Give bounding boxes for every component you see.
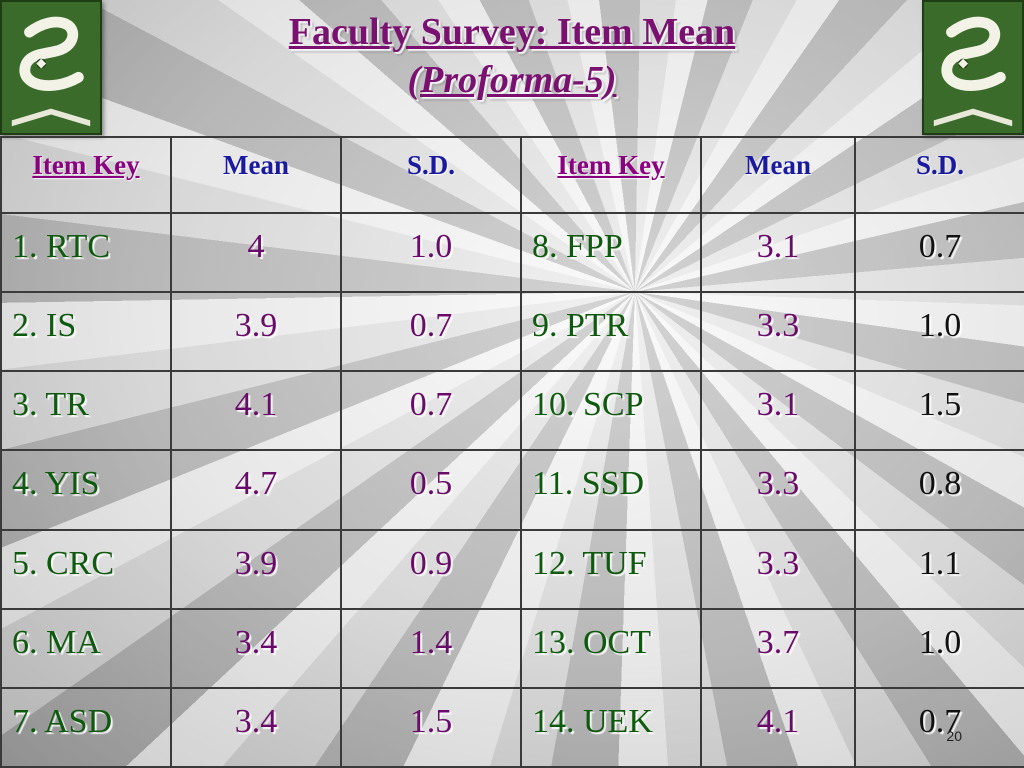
item-mean-table: Item Key Mean S.D. Item Key Mean S.D. 1.… xyxy=(0,135,1024,768)
sd-cell: 1.4 xyxy=(340,607,522,689)
table-row: 3. TR 4.1 0.7 10. SCP 3.1 1.5 xyxy=(0,370,1024,452)
mean-cell: 3.4 xyxy=(170,607,342,689)
sd-cell: 0.7 xyxy=(340,291,522,373)
item-key-cell: 10. SCP xyxy=(520,370,702,452)
item-key-cell: 9. PTR xyxy=(520,291,702,373)
item-key-cell: 4. YIS xyxy=(0,449,172,531)
mean-cell: 3.9 xyxy=(170,528,342,610)
table-row: 6. MA 3.4 1.4 13. OCT 3.7 1.0 xyxy=(0,607,1024,689)
institution-logo-icon xyxy=(11,16,91,127)
sd-cell: 1.0 xyxy=(340,212,522,294)
item-key-cell: 14. UEK xyxy=(520,686,702,768)
mean-cell: 3.3 xyxy=(700,291,856,373)
mean-cell: 3.3 xyxy=(700,449,856,531)
mean-cell: 3.9 xyxy=(170,291,342,373)
sd-cell: 1.1 xyxy=(854,528,1024,610)
item-key-cell: 11. SSD xyxy=(520,449,702,531)
mean-cell: 4.1 xyxy=(170,370,342,452)
mean-cell: 3.4 xyxy=(170,686,342,768)
sd-cell: 0.7 xyxy=(854,212,1024,294)
title-line-2: (Proforma-5) xyxy=(407,59,617,101)
mean-cell: 3.1 xyxy=(700,370,856,452)
item-key-cell: 12. TUF xyxy=(520,528,702,610)
title-line-1: Faculty Survey: Item Mean xyxy=(288,11,736,53)
institution-logo-right xyxy=(922,0,1024,135)
table-row: 7. ASD 3.4 1.5 14. UEK 4.1 0.7 xyxy=(0,686,1024,768)
institution-logo-icon xyxy=(933,16,1013,127)
sd-cell: 0.9 xyxy=(340,528,522,610)
item-key-cell: 6. MA xyxy=(0,607,172,689)
mean-cell: 4 xyxy=(170,212,342,294)
slide-title: Faculty Survey: Item Mean (Proforma-5) xyxy=(110,8,914,104)
institution-logo-left xyxy=(0,0,102,135)
table-header-row: Item Key Mean S.D. Item Key Mean S.D. xyxy=(0,135,1024,215)
mean-cell: 3.3 xyxy=(700,528,856,610)
sd-cell: 1.0 xyxy=(854,607,1024,689)
item-key-cell: 13. OCT xyxy=(520,607,702,689)
table-row: 4. YIS 4.7 0.5 11. SSD 3.3 0.8 xyxy=(0,449,1024,531)
mean-cell: 4.1 xyxy=(700,686,856,768)
header-item-key: Item Key xyxy=(520,135,702,215)
header-mean: Mean xyxy=(700,135,856,215)
table-row: 2. IS 3.9 0.7 9. PTR 3.3 1.0 xyxy=(0,291,1024,373)
mean-cell: 4.7 xyxy=(170,449,342,531)
header-sd: S.D. xyxy=(340,135,522,215)
table-row: 5. CRC 3.9 0.9 12. TUF 3.3 1.1 xyxy=(0,528,1024,610)
table-row: 1. RTC 4 1.0 8. FPP 3.1 0.7 xyxy=(0,212,1024,294)
sd-cell: 0.5 xyxy=(340,449,522,531)
sd-cell: 0.7 xyxy=(854,686,1024,768)
item-key-cell: 3. TR xyxy=(0,370,172,452)
mean-cell: 3.1 xyxy=(700,212,856,294)
header-mean: Mean xyxy=(170,135,342,215)
header-sd: S.D. xyxy=(854,135,1024,215)
sd-cell: 0.8 xyxy=(854,449,1024,531)
page-number: 20 xyxy=(946,728,962,744)
mean-cell: 3.7 xyxy=(700,607,856,689)
header-item-key: Item Key xyxy=(0,135,172,215)
sd-cell: 1.0 xyxy=(854,291,1024,373)
item-key-cell: 7. ASD xyxy=(0,686,172,768)
item-key-cell: 2. IS xyxy=(0,291,172,373)
sd-cell: 1.5 xyxy=(854,370,1024,452)
sd-cell: 1.5 xyxy=(340,686,522,768)
item-key-cell: 1. RTC xyxy=(0,212,172,294)
item-key-cell: 8. FPP xyxy=(520,212,702,294)
item-key-cell: 5. CRC xyxy=(0,528,172,610)
sd-cell: 0.7 xyxy=(340,370,522,452)
